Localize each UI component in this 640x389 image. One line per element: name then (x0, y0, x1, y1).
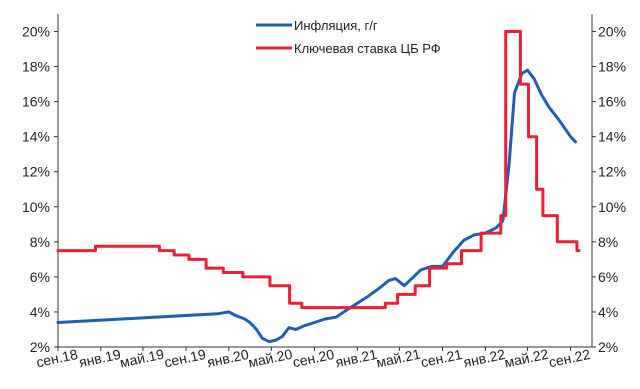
y-tick-label-right: 20% (598, 24, 626, 40)
y-tick-label-right: 8% (598, 234, 618, 250)
y-tick-label: 20% (22, 24, 50, 40)
y-tick-label: 18% (22, 59, 50, 75)
y-tick-label-right: 18% (598, 59, 626, 75)
y-tick-label-right: 10% (598, 199, 626, 215)
legend-label-key-rate: Ключевая ставка ЦБ РФ (294, 41, 441, 56)
y-tick-label: 14% (22, 129, 50, 145)
series-line-key-rate (56, 30, 581, 310)
x-tick-label: янв.22 (462, 346, 507, 370)
x-tick-label: май.21 (375, 346, 422, 371)
legend-label-inflation: Инфляция, г/г (294, 18, 378, 33)
plot-area (56, 30, 581, 344)
x-tick-label: май.19 (118, 346, 165, 371)
y-tick-label-right: 16% (598, 94, 626, 110)
x-tick-label: сен.22 (547, 346, 592, 370)
x-tick-label: май.20 (247, 346, 294, 371)
y-tick-label: 8% (30, 234, 50, 250)
y-tick-label-right: 12% (598, 164, 626, 180)
y-tick-label-right: 14% (598, 129, 626, 145)
y-tick-label: 6% (30, 269, 50, 285)
x-tick-label: янв.20 (206, 346, 251, 370)
series-line-inflation (56, 68, 577, 344)
x-tick-label: сен.20 (291, 346, 336, 370)
y-tick-label: 16% (22, 94, 50, 110)
y-tick-label-right: 4% (598, 304, 618, 320)
x-tick-label: сен.21 (419, 346, 464, 370)
chart-axes: 2% 4% 6% 8% 10% 12% 14% 16% 18% 20% 2% 4% 6% 8% 10% 12%… (22, 14, 626, 371)
y-tick-label: 12% (22, 164, 50, 180)
x-tick-label: май.22 (503, 346, 550, 371)
y-tick-label: 4% (30, 304, 50, 320)
x-tick-label: янв.21 (334, 346, 379, 370)
y-tick-label: 2% (30, 339, 50, 355)
legend: Инфляция, г/г Ключевая ставка ЦБ РФ (256, 18, 441, 56)
y-tick-label: 10% (22, 199, 50, 215)
x-tick-label: сен.19 (163, 346, 208, 370)
y-tick-label-right: 2% (598, 339, 618, 355)
x-tick-label: янв.19 (77, 346, 122, 370)
y-tick-label-right: 6% (598, 269, 618, 285)
